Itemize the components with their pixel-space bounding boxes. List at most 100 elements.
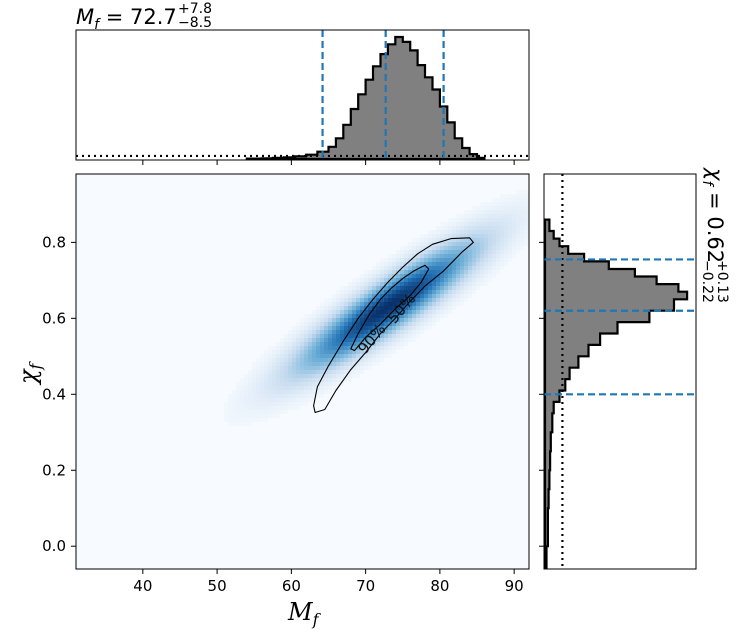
density-cell-1362 — [476, 206, 480, 210]
density-cell-93 — [256, 382, 260, 386]
density-cell-1513 — [504, 234, 508, 238]
density-cell-751 — [372, 362, 376, 366]
density-cell-1352 — [472, 254, 476, 258]
density-cell-742 — [372, 326, 376, 330]
density-cell-941 — [404, 286, 408, 290]
density-cell-170 — [272, 402, 276, 406]
density-cell-1336 — [468, 282, 472, 286]
density-cell-1370 — [476, 238, 480, 242]
density-cell-1174 — [440, 302, 444, 306]
density-cell-1334 — [468, 274, 472, 278]
density-cell-838 — [388, 290, 392, 294]
density-cell-752 — [376, 262, 380, 266]
density-cell-419 — [320, 346, 324, 350]
density-cell-527 — [336, 382, 340, 386]
density-cell-342 — [308, 322, 312, 326]
contour-50pct — [350, 264, 430, 352]
density-cell-694 — [364, 338, 368, 342]
density-cell-917 — [400, 294, 404, 298]
density-cell-1570 — [520, 190, 524, 194]
density-cell-999 — [412, 310, 416, 314]
density-cell-1020 — [416, 290, 420, 294]
density-cell-1017 — [416, 278, 420, 282]
density-cell-1179 — [444, 226, 448, 230]
density-cell-1504 — [504, 198, 508, 202]
density-cell-168 — [272, 394, 276, 398]
density-cell-662 — [360, 314, 364, 318]
density-cell-140 — [268, 354, 272, 358]
density-cell-833 — [388, 270, 392, 274]
right-title: χf = 0.62 +0.13 −0.22 — [699, 167, 730, 303]
density-cell-865 — [392, 294, 396, 298]
density-cell-162 — [272, 370, 276, 374]
density-cell-227 — [284, 394, 288, 398]
density-cell-265 — [292, 378, 296, 382]
density-cell-1476 — [496, 242, 500, 246]
density-cell-1044 — [420, 282, 424, 286]
density-cell-278 — [296, 342, 300, 346]
density-cell-173 — [272, 414, 276, 418]
density-cell-1316 — [464, 294, 468, 298]
density-cell-359 — [308, 390, 312, 394]
density-cell-232 — [288, 330, 292, 334]
density-cell-1422 — [484, 274, 488, 278]
density-cell-487 — [332, 322, 336, 326]
density-cell-1318 — [468, 210, 472, 214]
density-cell-782 — [380, 274, 384, 278]
density-cell-189 — [276, 402, 280, 406]
density-cell-1201 — [444, 314, 448, 318]
density-cell-304 — [300, 354, 304, 358]
density-cell-450 — [324, 370, 328, 374]
density-cell-554 — [344, 290, 348, 294]
density-cell-1498 — [500, 250, 504, 254]
density-cell-940 — [404, 282, 408, 286]
density-cell-1341 — [472, 210, 476, 214]
density-cell-1343 — [472, 218, 476, 222]
density-cell-1330 — [468, 258, 472, 262]
density-cell-894 — [396, 306, 400, 310]
density-cell-1218 — [448, 282, 452, 286]
density-cell-939 — [404, 278, 408, 282]
density-cell-204 — [280, 382, 284, 386]
density-cell-18 — [232, 410, 236, 414]
density-cell-1095 — [428, 286, 432, 290]
density-cell-883 — [396, 262, 400, 266]
density-cell-95 — [256, 390, 260, 394]
density-cell-290 — [296, 390, 300, 394]
density-cell-756 — [376, 278, 380, 282]
density-cell-537 — [340, 322, 344, 326]
density-cell-1520 — [504, 262, 508, 266]
density-cell-1084 — [428, 242, 432, 246]
density-cell-1091 — [428, 270, 432, 274]
density-cell-709 — [368, 298, 372, 302]
density-cell-1220 — [448, 290, 452, 294]
density-cell-1046 — [420, 290, 424, 294]
density-cell-1359 — [472, 282, 476, 286]
density-cell-1483 — [496, 270, 500, 274]
density-cell-33 — [240, 378, 244, 382]
density-cell-911 — [400, 270, 404, 274]
density-cell-1224 — [448, 306, 452, 310]
density-cell-768 — [376, 326, 380, 330]
density-cell-877 — [392, 342, 396, 346]
density-cell-1237 — [452, 262, 456, 266]
x-tick-label-4: 80 — [430, 577, 449, 595]
density-cell-199 — [280, 362, 284, 366]
density-cell-301 — [300, 342, 304, 346]
density-cell-1190 — [444, 270, 448, 274]
density-cell-305 — [300, 358, 304, 362]
density-cell-677 — [364, 270, 368, 274]
density-cell-839 — [388, 294, 392, 298]
density-cell-218 — [284, 358, 288, 362]
density-cell-13 — [232, 390, 236, 394]
density-cell-581 — [348, 298, 352, 302]
right-panel-frame — [543, 173, 697, 570]
density-cell-1256 — [456, 242, 460, 246]
density-cell-1342 — [472, 214, 476, 218]
density-cell-583 — [348, 306, 352, 310]
density-cell-1159 — [440, 242, 444, 246]
density-cell-432 — [324, 298, 328, 302]
right-title-minus: −0.22 — [699, 260, 715, 303]
density-cell-856 — [392, 258, 396, 262]
